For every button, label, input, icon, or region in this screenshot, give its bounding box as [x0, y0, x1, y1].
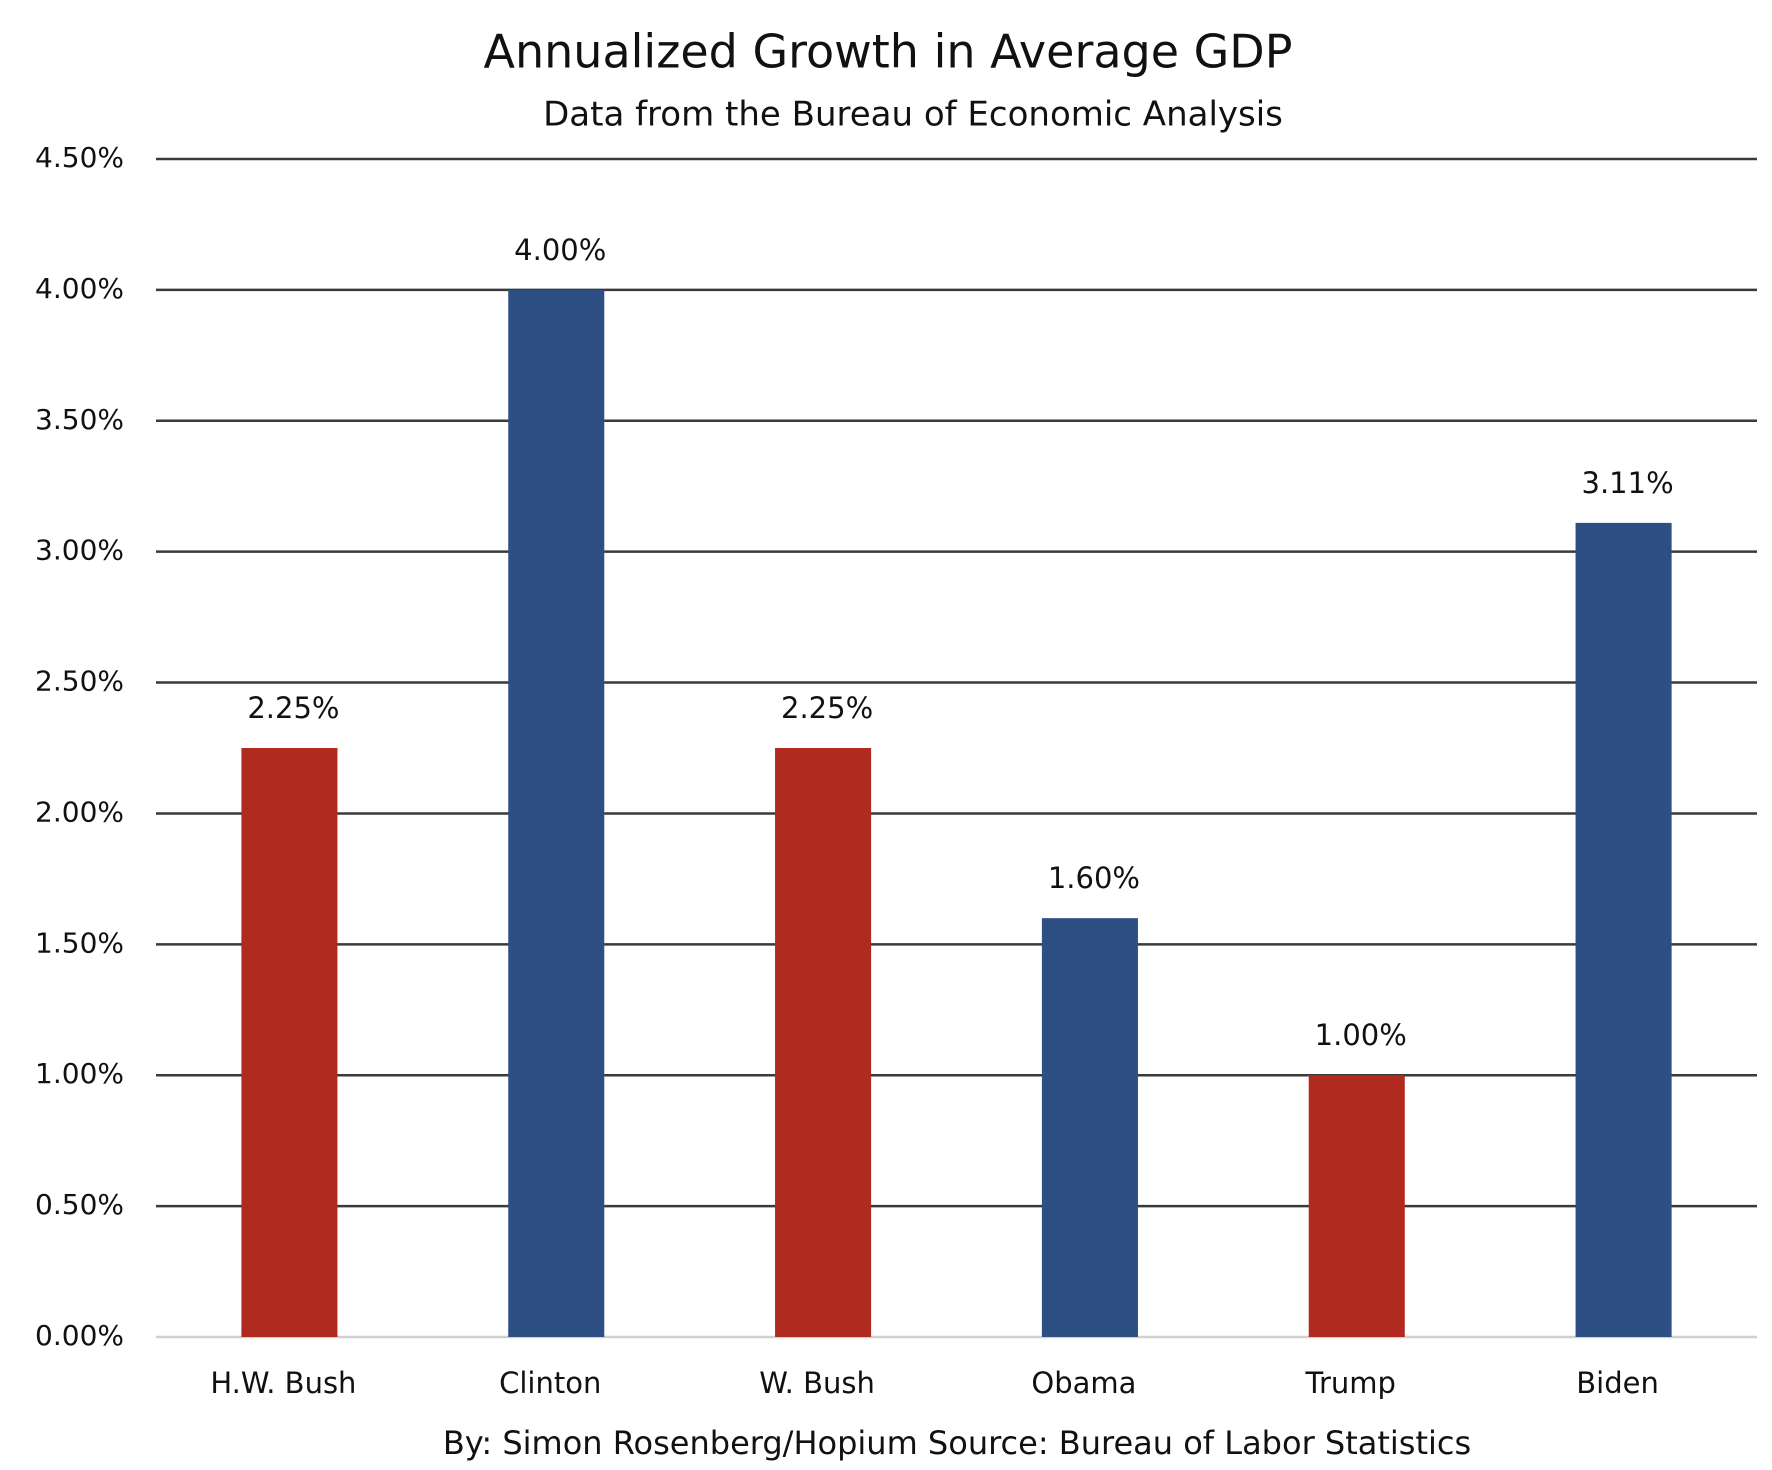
grid	[156, 157, 1757, 1339]
bar	[775, 748, 872, 1337]
x-tick-label: Trump	[1305, 1366, 1396, 1400]
x-tick-label: H.W. Bush	[210, 1366, 356, 1400]
value-label: 2.25%	[781, 691, 873, 725]
bar	[241, 748, 338, 1337]
chart-title: Annualized Growth in Average GDP	[484, 25, 1293, 79]
chart-subtitle: Data from the Bureau of Economic Analysi…	[543, 95, 1283, 135]
value-label: 1.00%	[1315, 1018, 1407, 1052]
x-tick-label: Obama	[1031, 1366, 1136, 1400]
y-tick-label: 4.00%	[35, 272, 124, 305]
bar	[1308, 1075, 1405, 1337]
bars	[241, 289, 1672, 1337]
value-label: 2.25%	[247, 691, 339, 725]
y-tick-label: 2.50%	[35, 665, 124, 698]
x-tick-label: Biden	[1576, 1366, 1659, 1400]
y-tick-label: 0.50%	[35, 1188, 124, 1221]
bar	[1041, 918, 1138, 1337]
y-tick-label: 1.50%	[35, 926, 124, 959]
y-tick-label: 1.00%	[35, 1057, 124, 1090]
bar	[1575, 522, 1672, 1337]
chart-footer: By: Simon Rosenberg/Hopium Source: Burea…	[443, 1424, 1471, 1462]
value-label: 4.00%	[514, 233, 606, 267]
x-tick-label: Clinton	[499, 1366, 601, 1400]
x-tick-label: W. Bush	[759, 1366, 875, 1400]
bar	[508, 289, 605, 1337]
y-tick-label: 3.50%	[35, 403, 124, 436]
value-label: 3.11%	[1582, 466, 1674, 500]
y-tick-label: 0.00%	[35, 1319, 124, 1352]
y-tick-label: 2.00%	[35, 795, 124, 828]
value-label: 1.60%	[1048, 861, 1140, 895]
y-tick-label: 4.50%	[35, 141, 124, 174]
y-tick-label: 3.00%	[35, 534, 124, 567]
